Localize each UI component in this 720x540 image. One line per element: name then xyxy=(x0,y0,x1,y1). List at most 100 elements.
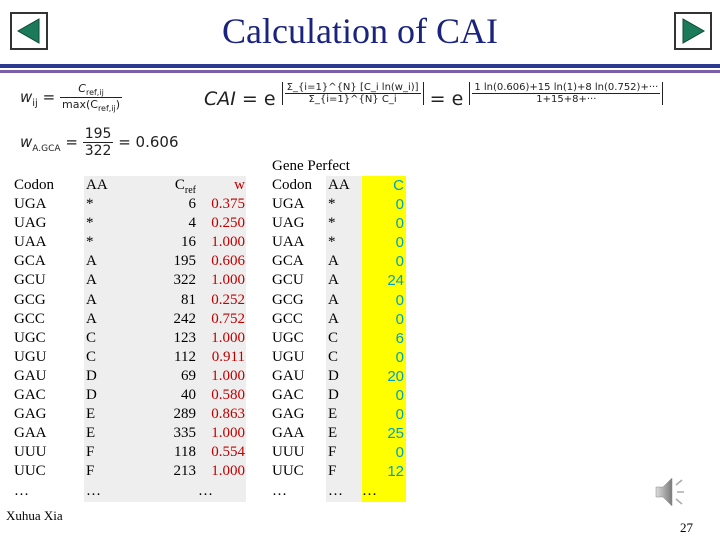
w-ij-equals: = xyxy=(42,88,56,107)
right-table-caption: Gene Perfect xyxy=(272,158,350,174)
left-w-cell: 0.250 xyxy=(211,215,245,232)
left-codon-cell: UGU xyxy=(14,348,47,365)
left-cref-cell: 112 xyxy=(174,348,196,365)
right-codon-cell: UGC xyxy=(272,329,304,346)
cai-formula: CAI = e Σ_{i=1}^{N} [C_i ln(w_i)] Σ_{i=1… xyxy=(204,82,664,110)
left-codon-cell: GCU xyxy=(14,272,46,289)
right-aa-cell: * xyxy=(328,234,336,251)
slide-title: Calculation of CAI xyxy=(222,11,498,51)
left-aa-cell: A xyxy=(86,272,97,289)
left-cref-cell: 123 xyxy=(173,329,197,346)
left-w-cell: 0.554 xyxy=(211,444,245,461)
right-header-c: C xyxy=(393,177,404,194)
right-aa-cell: D xyxy=(328,367,339,384)
w-ij-lhs-sub: ij xyxy=(32,98,38,110)
right-aa-cell: E xyxy=(328,406,338,423)
right-c-cell: 25 xyxy=(387,425,404,443)
w-agca-equals: = xyxy=(65,133,78,151)
left-codon-cell: UGC xyxy=(14,329,46,346)
right-codon-cell: GAC xyxy=(272,387,304,404)
cai-exponent-1: Σ_{i=1}^{N} [C_i ln(w_i)] Σ_{i=1}^{N} C_… xyxy=(281,82,424,105)
right-aa-cell: A xyxy=(328,291,339,308)
w-ij-fraction: Cref,ij max(Cref,ij) xyxy=(59,82,123,113)
left-cref-cell: 69 xyxy=(181,367,196,384)
left-codon-cell: GAG xyxy=(14,406,47,423)
right-table-codon-column: Codon UGA UAG UAA GCA GCU GCG GCC UGC UGU GAU GAC GA… xyxy=(272,176,324,501)
left-aa-cell: C xyxy=(86,348,97,365)
left-cref-cell: 213 xyxy=(173,463,197,480)
left-w-cell: 1.000 xyxy=(211,329,245,346)
left-aa-cell: A xyxy=(86,291,97,308)
right-c-cell: 0 xyxy=(395,444,404,462)
left-header-w: w xyxy=(234,177,245,193)
right-codon-cell: GAG xyxy=(272,406,305,423)
left-aa-cell: A xyxy=(86,310,97,327)
right-codon-cell: GAA xyxy=(272,425,305,442)
left-table-aa-column: AA * * * A A A A C C D D E E F F… xyxy=(86,176,116,501)
left-table-cref-column: Cref 6 4 16 195 322 81 242 123 112 69 40 289 335 118 21… xyxy=(140,176,197,482)
w-agca-result: = 0.606 xyxy=(118,133,179,151)
right-c-cell: 12 xyxy=(387,463,404,481)
right-codon-cell: UGU xyxy=(272,348,305,365)
left-w-cell: 1.000 xyxy=(211,463,245,480)
right-codon-cell: GAU xyxy=(272,367,305,384)
right-aa-cell: E xyxy=(328,425,338,442)
right-codon-cell: UAG xyxy=(272,215,305,232)
previous-slide-button[interactable] xyxy=(10,12,48,50)
left-cref-cell: 322 xyxy=(173,272,197,289)
left-cref-cell: 335 xyxy=(173,425,197,442)
right-aa-cell: C xyxy=(328,348,339,365)
left-cref-cell: 16 xyxy=(181,234,196,251)
right-c-cell: 0 xyxy=(395,387,404,405)
right-aa-cell: * xyxy=(328,196,336,213)
w-ij-den: max(C xyxy=(61,98,98,112)
left-codon-cell: GAC xyxy=(14,387,46,404)
left-w-cell: 1.000 xyxy=(211,425,245,442)
left-codon-cell: GCA xyxy=(14,253,46,270)
right-aa-cell: C xyxy=(328,329,339,346)
left-codon-cell: GCC xyxy=(14,310,45,327)
left-w-cell: 0.911 xyxy=(211,348,245,365)
right-codon-cell: UGA xyxy=(272,196,305,213)
cai-eq2: = e xyxy=(429,88,464,110)
left-w-cell: 1.000 xyxy=(211,367,245,384)
left-aa-cell: D xyxy=(86,387,97,404)
left-aa-cell: F xyxy=(86,463,95,480)
left-cref-cell: 195 xyxy=(173,253,197,270)
right-c-cell: 0 xyxy=(395,234,404,252)
right-aa-cell: A xyxy=(328,310,339,327)
left-codon-cell: GCG xyxy=(14,291,46,308)
speaker-icon[interactable] xyxy=(650,472,690,517)
right-c-cell: 0 xyxy=(395,253,404,271)
left-header-cref-sub: ref xyxy=(184,185,196,196)
right-table-aa-column: AA * * * A A A A C C D D E E F F… xyxy=(328,176,360,501)
next-slide-button[interactable] xyxy=(674,12,712,50)
right-codon-cell: GCC xyxy=(272,310,303,327)
right-codon-cell: UUU xyxy=(272,444,305,461)
left-aa-ellipsis: … xyxy=(86,482,101,499)
right-table-background xyxy=(326,176,362,502)
left-aa-cell: E xyxy=(86,425,96,442)
right-codon-cell: GCA xyxy=(272,253,304,270)
left-aa-cell: * xyxy=(86,215,94,232)
right-codon-cell: GCU xyxy=(272,272,304,289)
right-c-cell: 0 xyxy=(395,215,404,233)
left-w-cell: 1.000 xyxy=(211,272,245,289)
left-cref-cell: 289 xyxy=(173,406,197,423)
cai-exp2-den: 1+15+8+··· xyxy=(536,94,597,105)
right-codon-cell: UAA xyxy=(272,234,305,251)
cai-exp1-num: Σ_{i=1}^{N} [C_i ln(w_i)] xyxy=(284,82,421,94)
right-aa-cell: F xyxy=(328,444,337,461)
right-c-ellipsis: … xyxy=(362,482,377,499)
w-ij-den-close: ) xyxy=(115,98,121,112)
w-agca-lhs-sub: A.GCA xyxy=(32,144,61,154)
left-codon-cell: UUC xyxy=(14,463,46,480)
right-aa-ellipsis: … xyxy=(328,482,343,499)
right-header-codon: Codon xyxy=(272,177,313,193)
left-cref-cell: 40 xyxy=(181,387,196,404)
left-codon-ellipsis: … xyxy=(14,482,29,499)
right-table-c-highlight xyxy=(362,176,406,502)
right-c-cell: 0 xyxy=(395,348,404,366)
left-aa-cell: * xyxy=(86,234,94,251)
w-ij-lhs: w xyxy=(20,88,33,107)
